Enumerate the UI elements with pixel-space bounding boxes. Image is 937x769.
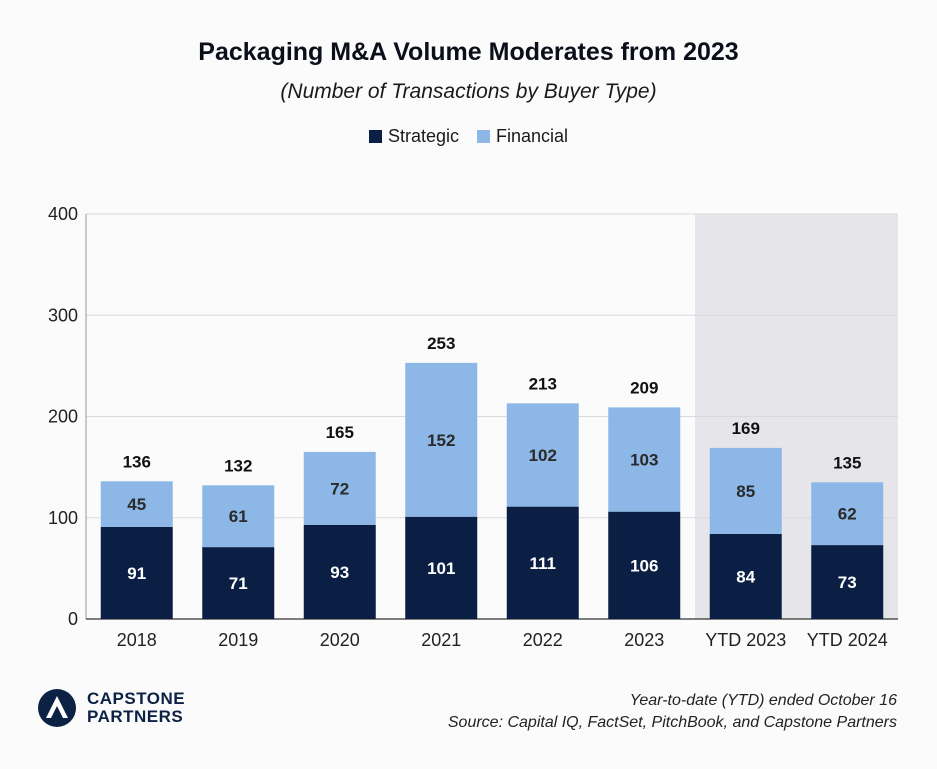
y-tick-label: 300: [48, 305, 78, 325]
footer-ytd-note: Year-to-date (YTD) ended October 16: [629, 692, 897, 709]
data-label-financial: 85: [736, 482, 755, 501]
y-tick-label: 400: [48, 204, 78, 224]
data-label-strategic: 73: [838, 573, 857, 592]
data-label-financial: 152: [427, 431, 455, 450]
data-label-strategic: 106: [630, 556, 658, 575]
data-label-strategic: 101: [427, 559, 455, 578]
bar-financial: [303, 451, 376, 525]
bar-strategic: [709, 533, 782, 619]
bar-strategic: [100, 526, 173, 619]
bar-financial: [202, 485, 275, 548]
legend-label-financial: Financial: [496, 126, 569, 146]
bar-financial: [405, 362, 478, 517]
x-tick-label: 2021: [421, 630, 461, 650]
x-tick-label: 2020: [320, 630, 360, 650]
legend-item-strategic: Strategic: [368, 126, 459, 147]
data-label-financial: 102: [529, 446, 557, 465]
data-label-financial: 62: [838, 505, 857, 524]
footer: Year-to-date (YTD) ended October 16 Sour…: [448, 690, 897, 734]
data-label-strategic: 71: [229, 574, 248, 593]
bar-financial: [709, 447, 782, 534]
data-label-financial: 45: [127, 495, 146, 514]
data-label-strategic: 91: [127, 564, 146, 583]
data-label-strategic: 111: [530, 554, 557, 573]
y-tick-label: 200: [48, 407, 78, 427]
x-tick-label: YTD 2024: [807, 630, 888, 650]
capstone-logo: CAPSTONE PARTNERS: [37, 688, 185, 728]
x-tick-label: 2023: [624, 630, 664, 650]
logo-line1: CAPSTONE: [87, 689, 186, 708]
x-tick-label: 2022: [523, 630, 563, 650]
data-label-financial: 103: [630, 451, 658, 470]
logo-line2: PARTNERS: [87, 707, 184, 726]
y-tick-label: 0: [68, 609, 78, 629]
data-label-total: 135: [833, 453, 861, 472]
capstone-logo-icon: [38, 689, 76, 727]
data-label-financial: 72: [330, 479, 349, 498]
bar-strategic: [506, 506, 579, 619]
x-tick-label: 2019: [218, 630, 258, 650]
y-tick-label: 100: [48, 508, 78, 528]
legend-item-financial: Financial: [477, 126, 568, 147]
bar-strategic: [202, 547, 275, 619]
data-label-total: 213: [529, 374, 557, 393]
bar-strategic: [608, 511, 681, 619]
logo-text: CAPSTONE PARTNERS: [87, 690, 185, 726]
legend: Strategic Financial: [0, 126, 937, 147]
legend-label-strategic: Strategic: [387, 126, 459, 146]
data-label-total: 165: [326, 423, 354, 442]
data-label-total: 132: [224, 456, 252, 475]
bar-strategic: [405, 516, 478, 619]
data-label-total: 209: [630, 378, 658, 397]
bar-strategic: [303, 524, 376, 619]
footer-source: Source: Capital IQ, FactSet, PitchBook, …: [447, 714, 897, 731]
chart-title: Packaging M&A Volume Moderates from 2023: [198, 38, 739, 66]
legend-swatch-strategic: [368, 130, 382, 143]
bar-financial: [100, 481, 173, 527]
bar-strategic: [811, 545, 884, 619]
data-label-total: 253: [427, 334, 455, 353]
legend-swatch-financial: [477, 130, 490, 143]
data-label-strategic: 84: [736, 567, 755, 586]
data-label-total: 136: [123, 452, 151, 471]
x-tick-label: 2018: [117, 630, 157, 650]
bar-financial: [811, 482, 884, 546]
bar-financial: [506, 403, 579, 507]
stacked-bar-chart: 0 100 200 300 400 91 45 136 2018 71 61 132 2019 93 72 1…: [48, 204, 898, 650]
data-label-total: 169: [732, 419, 760, 438]
bar-financial: [608, 407, 681, 512]
chart-subtitle: (Number of Transactions by Buyer Type): [280, 80, 657, 103]
data-label-strategic: 93: [330, 563, 349, 582]
x-tick-label: YTD 2023: [705, 630, 786, 650]
data-label-financial: 61: [229, 507, 248, 526]
